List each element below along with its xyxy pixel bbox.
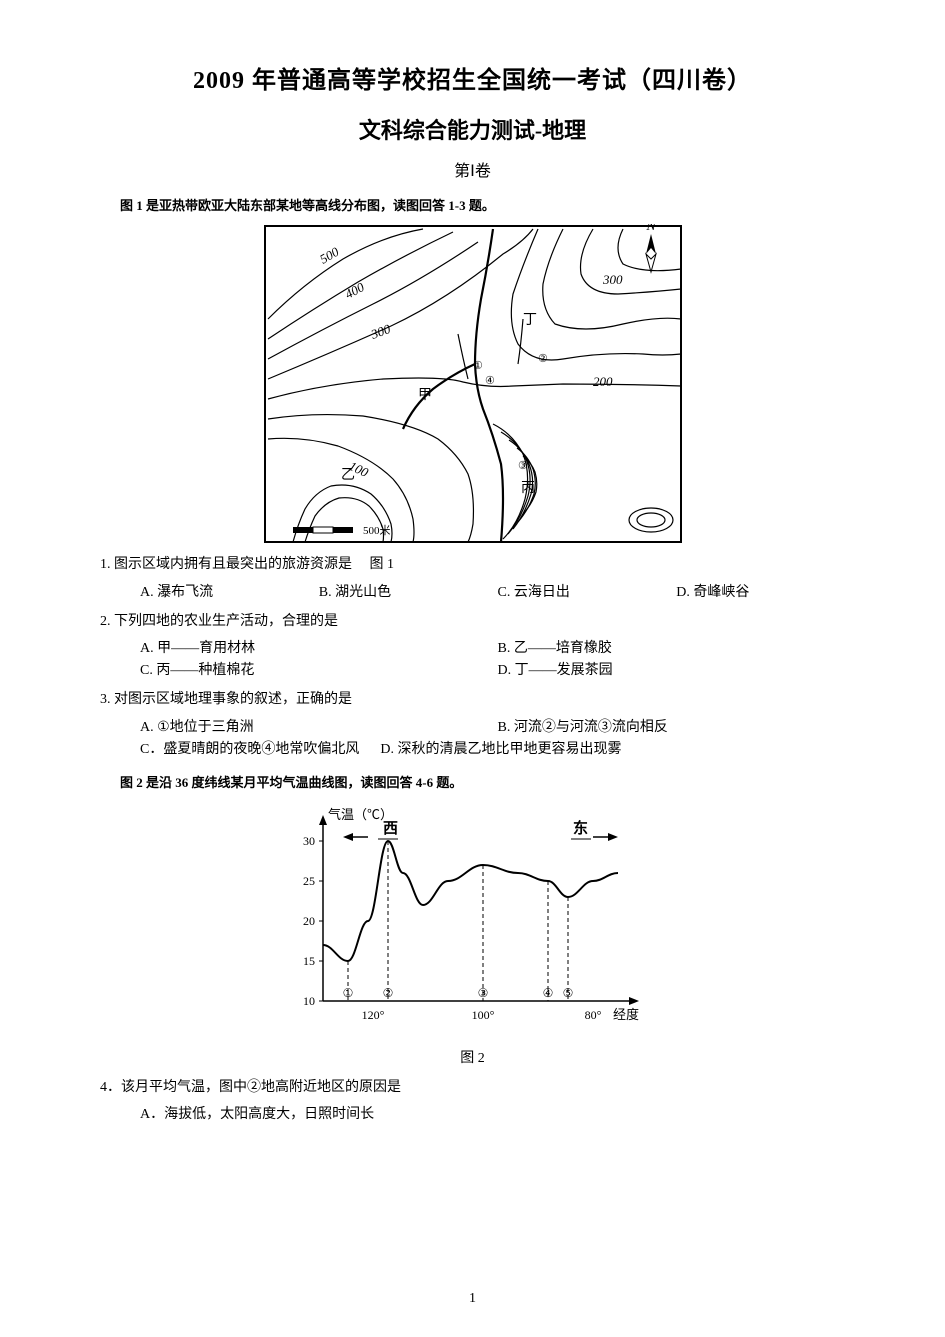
svg-text:甲: 甲 [418, 388, 432, 403]
svg-text:200: 200 [593, 374, 613, 389]
figure-2-caption: 图 2 [90, 1047, 855, 1067]
svg-text:②: ② [382, 986, 393, 1000]
svg-text:25: 25 [303, 874, 315, 888]
q2-options-2: C. 丙——种植棉花 D. 丁——发展茶园 [140, 659, 855, 679]
svg-text:100°: 100° [471, 1008, 494, 1022]
svg-text:③: ③ [518, 460, 528, 472]
svg-text:乙: 乙 [341, 467, 355, 483]
svg-text:①: ① [473, 360, 483, 372]
q1-opt-a: A. 瀑布飞流 [140, 581, 319, 601]
figure-2: 气温（℃） 经度 西 东 10 15 20 25 30 120° 100° 80° ① ② ③ ④… [90, 801, 855, 1067]
question-4: 4．该月平均气温，图中②地高附近地区的原因是 [100, 1075, 855, 1102]
q2-opt-a: A. 甲——育用材林 [140, 637, 498, 657]
figure-1: N 500米 500400300300200100 丁甲乙丙 ①②③④ [90, 224, 855, 544]
q2-opt-c: C. 丙——种植棉花 [140, 659, 498, 679]
svg-text:15: 15 [303, 954, 315, 968]
q3-opt-b: B. 河流②与河流③流向相反 [498, 716, 856, 736]
q1-options: A. 瀑布飞流 B. 湖光山色 C. 云海日出 D. 奇峰峡谷 [140, 581, 855, 601]
svg-text:①: ① [342, 986, 353, 1000]
svg-text:30: 30 [303, 834, 315, 848]
west-label: 西 [383, 820, 398, 837]
q1-opt-c: C. 云海日出 [498, 581, 677, 601]
east-label: 东 [573, 819, 588, 837]
y-axis-label: 气温（℃） [328, 807, 393, 822]
svg-text:④: ④ [542, 986, 553, 1000]
title-part: 第Ⅰ卷 [90, 157, 855, 181]
title-main: 2009 年普通高等学校招生全国统一考试（四川卷） [90, 60, 855, 95]
svg-text:N: N [645, 224, 656, 234]
q2-opt-b: B. 乙——培育橡胶 [498, 637, 856, 657]
contour-map-svg: N 500米 500400300300200100 丁甲乙丙 ①②③④ [263, 224, 683, 544]
q3-opt-c: C．盛夏晴朗的夜晚④地常吹偏北风 [140, 742, 359, 757]
instruction-2: 图 2 是沿 36 度纬线某月平均气温曲线图，读图回答 4-6 题。 [120, 772, 855, 791]
q1-opt-b: B. 湖光山色 [319, 581, 498, 601]
svg-text:③: ③ [477, 986, 488, 1000]
svg-text:10: 10 [303, 994, 315, 1008]
temperature-chart-svg: 气温（℃） 经度 西 东 10 15 20 25 30 120° 100° 80° ① ② ③ ④… [273, 801, 673, 1041]
q3-options-2: C．盛夏晴朗的夜晚④地常吹偏北风 D. 深秋的清晨乙地比甲地更容易出现雾 [140, 738, 855, 758]
svg-text:20: 20 [303, 914, 315, 928]
q4-opt-a: A．海拔低，太阳高度大，日照时间长 [140, 1103, 855, 1123]
svg-text:④: ④ [485, 375, 495, 387]
scale-label: 500米 [363, 524, 391, 537]
svg-text:⑤: ⑤ [562, 986, 573, 1000]
question-2: 2. 下列四地的农业生产活动，合理的是 [100, 609, 855, 636]
page-number: 1 [0, 1291, 945, 1307]
svg-text:80°: 80° [584, 1008, 601, 1022]
q1-stem: 1. 图示区域内拥有且最突出的旅游资源是 [100, 557, 352, 572]
instruction-1: 图 1 是亚热带欧亚大陆东部某地等高线分布图，读图回答 1-3 题。 [120, 195, 855, 214]
svg-text:丙: 丙 [521, 481, 535, 496]
svg-text:120°: 120° [361, 1008, 384, 1022]
q3-opt-d: D. 深秋的清晨乙地比甲地更容易出现雾 [380, 742, 621, 757]
q3-options-1: A. ①地位于三角洲 B. 河流②与河流③流向相反 [140, 716, 855, 736]
svg-text:300: 300 [602, 272, 623, 287]
q2-options-1: A. 甲——育用材林 B. 乙——培育橡胶 [140, 637, 855, 657]
q1-opt-d: D. 奇峰峡谷 [676, 581, 855, 601]
q3-opt-a: A. ①地位于三角洲 [140, 716, 498, 736]
title-sub: 文科综合能力测试-地理 [90, 113, 855, 145]
question-1: 1. 图示区域内拥有且最突出的旅游资源是 图 1 [100, 552, 855, 579]
x-axis-label: 经度 [613, 1007, 639, 1022]
svg-text:丁: 丁 [523, 313, 537, 328]
q2-opt-d: D. 丁——发展茶园 [498, 659, 856, 679]
svg-text:②: ② [538, 353, 548, 365]
question-3: 3. 对图示区域地理事象的叙述，正确的是 [100, 687, 855, 714]
figure-1-caption: 图 1 [370, 557, 395, 572]
